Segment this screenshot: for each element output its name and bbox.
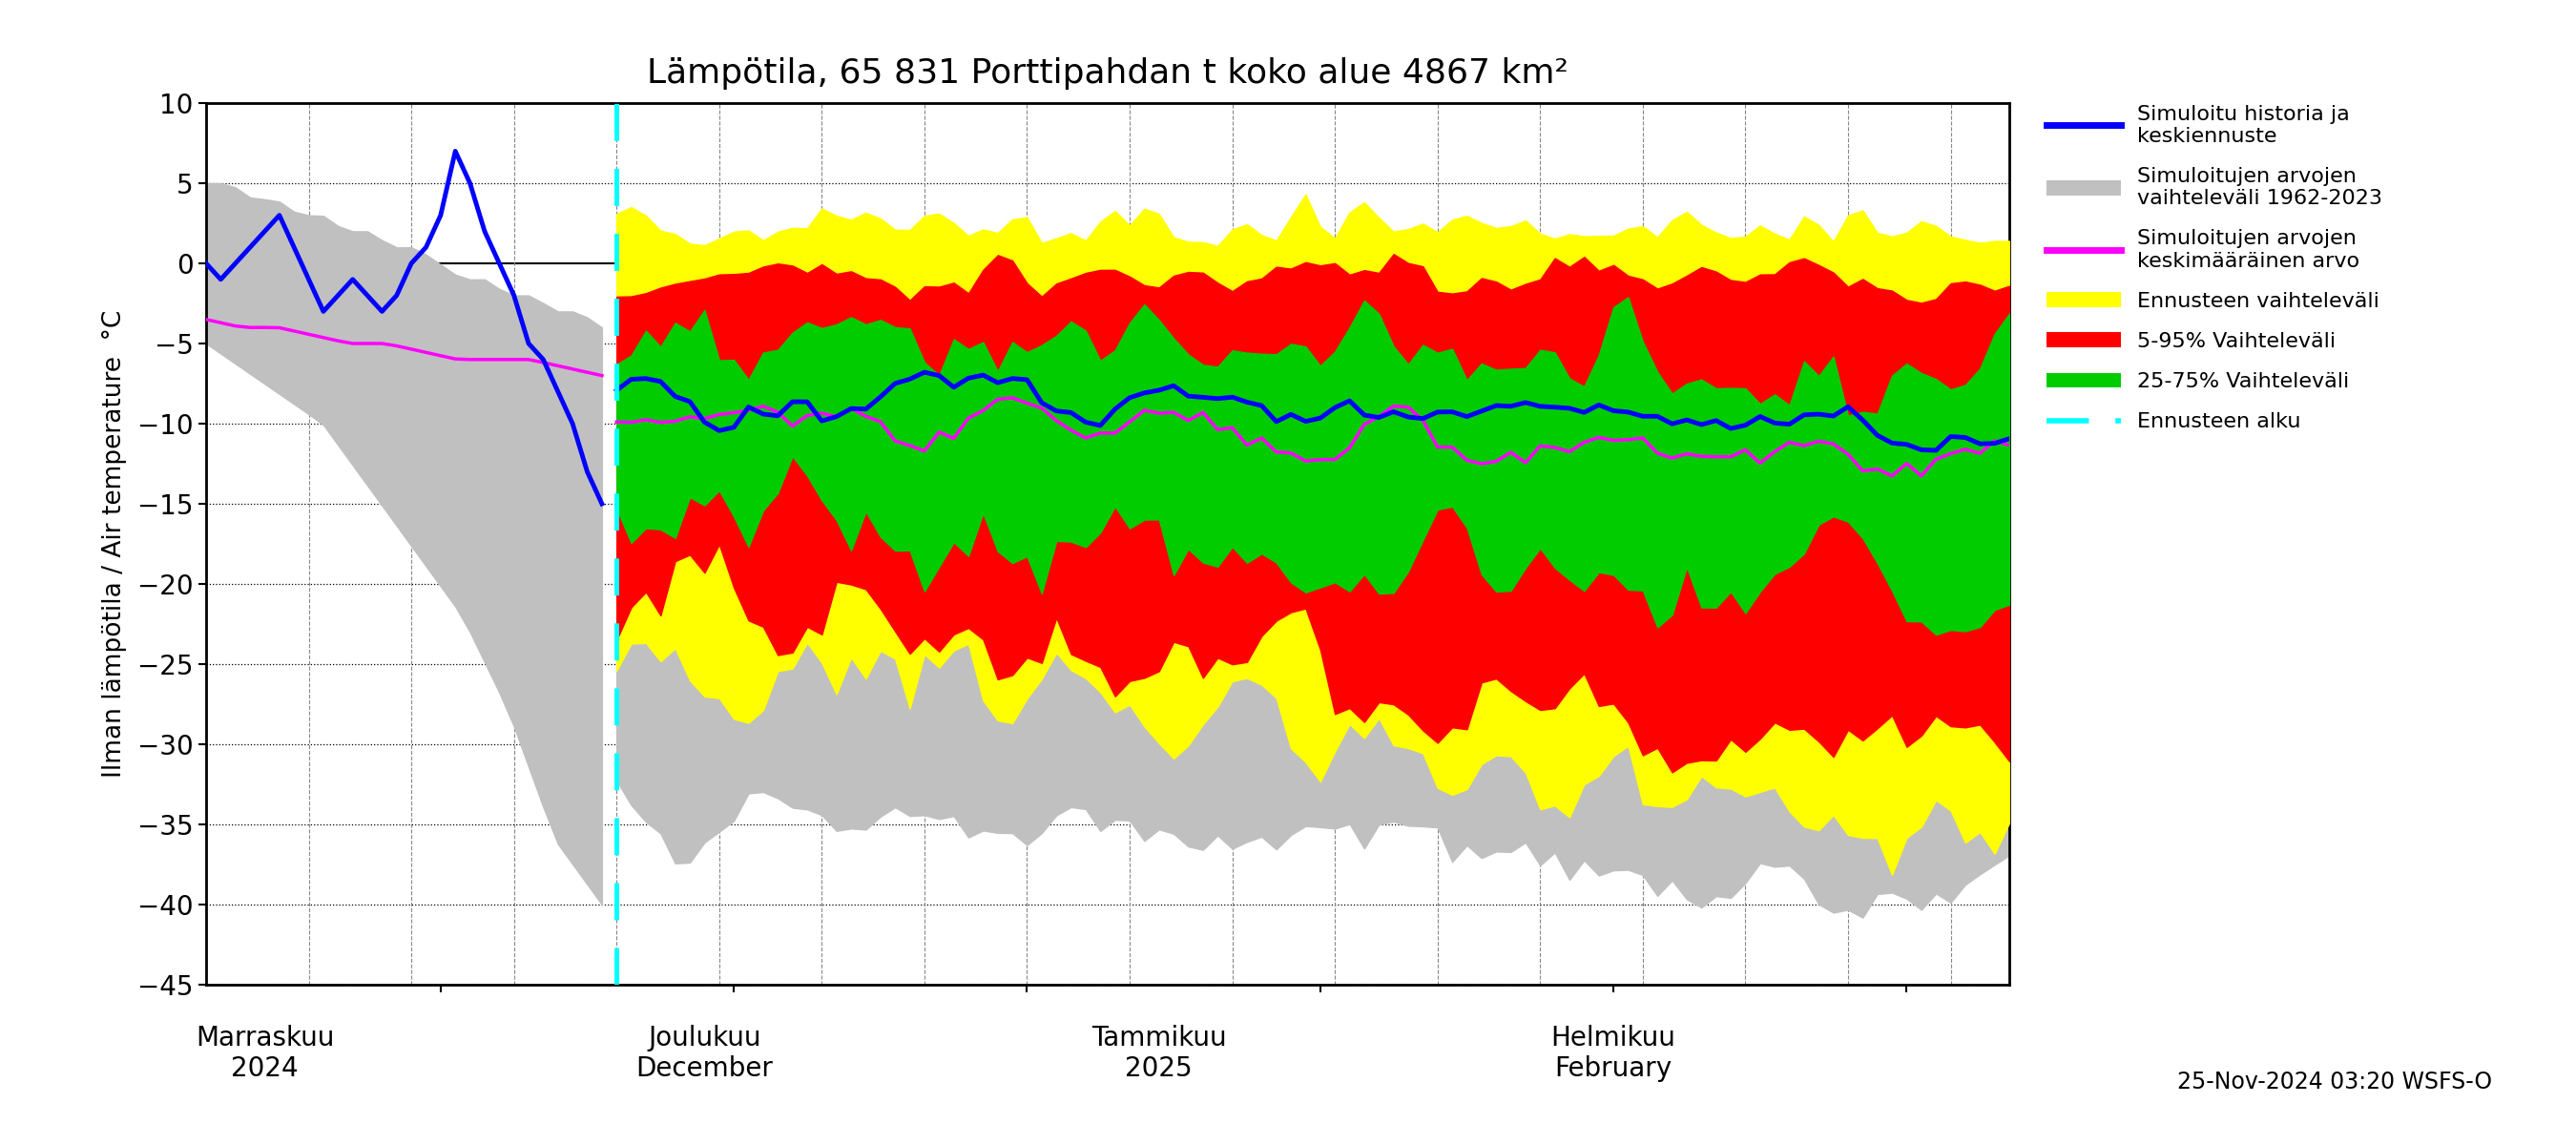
Legend: Simuloitu historia ja
keskiennuste, Simuloitujen arvojen
vaihteleväli 1962-2023,: Simuloitu historia ja keskiennuste, Simu…	[2038, 96, 2391, 440]
Text: Joulukuu
December: Joulukuu December	[636, 1025, 773, 1082]
Text: 25-Nov-2024 03:20 WSFS-O: 25-Nov-2024 03:20 WSFS-O	[2177, 1071, 2491, 1093]
Y-axis label: Ilman lämpötila / Air temperature  °C: Ilman lämpötila / Air temperature °C	[103, 310, 126, 777]
Text: Helmikuu
February: Helmikuu February	[1551, 1025, 1677, 1082]
Title: Lämpötila, 65 831 Porttipahdan t koko alue 4867 km²: Lämpötila, 65 831 Porttipahdan t koko al…	[647, 57, 1569, 89]
Text: Marraskuu
2024: Marraskuu 2024	[196, 1025, 335, 1082]
Text: Tammikuu
2025: Tammikuu 2025	[1092, 1025, 1226, 1082]
